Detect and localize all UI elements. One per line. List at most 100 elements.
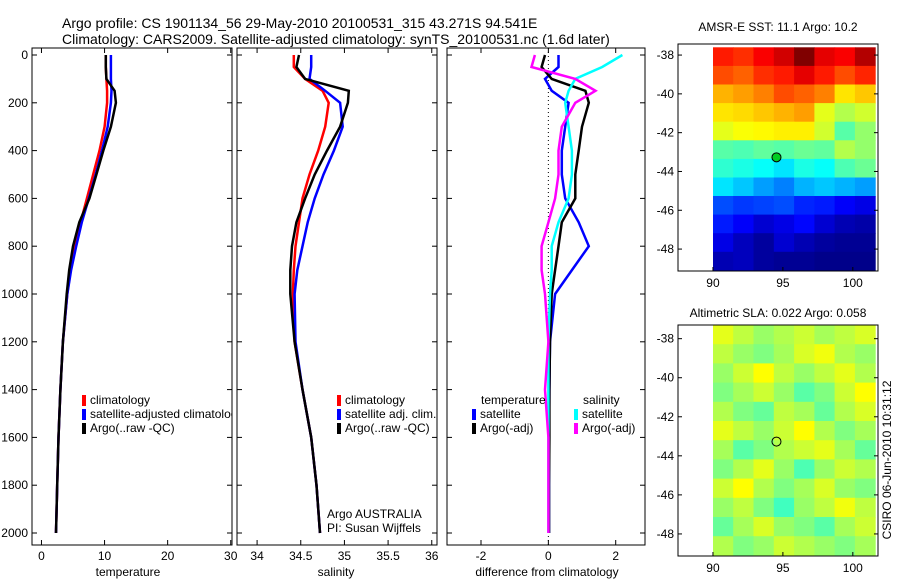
sla_map-cell bbox=[854, 401, 876, 422]
sla_map-cell bbox=[753, 344, 775, 364]
temperature-legend-label: climatology bbox=[90, 393, 150, 407]
sla_map-cell bbox=[773, 536, 795, 556]
sla_map-cell bbox=[814, 344, 836, 364]
sla_map-ytick-label: -42 bbox=[657, 410, 675, 424]
sst_map-cell bbox=[713, 140, 734, 160]
salinity-legend-label: Argo(..raw -QC) bbox=[345, 421, 430, 435]
sst_map-cell bbox=[773, 177, 795, 197]
sst_map-cell bbox=[733, 47, 754, 67]
difference-legend-label: Argo(-adj) bbox=[480, 421, 533, 435]
sst_map-cell bbox=[794, 233, 815, 253]
sla_map-cell bbox=[814, 517, 836, 537]
temperature-legend-label: satellite-adjusted climatology bbox=[90, 407, 243, 421]
sla_map-cell bbox=[753, 421, 775, 441]
sla_map-cell bbox=[794, 497, 815, 518]
sla_map-cell bbox=[834, 325, 856, 345]
temperature-xtick-label: 10 bbox=[98, 549, 112, 563]
difference-series-group: temperature salinitysatelliteArgo(-adj)sa… bbox=[472, 53, 635, 533]
sst_map-xtick-label: 100 bbox=[843, 276, 863, 290]
sla_map-cell bbox=[773, 440, 795, 460]
sla_map-cell bbox=[854, 421, 876, 441]
sst_map-cell bbox=[733, 251, 754, 271]
sla_map-cell bbox=[814, 440, 836, 460]
sst_map-cell bbox=[834, 47, 856, 67]
sst_map-cell bbox=[854, 65, 876, 85]
sst_map-cell bbox=[794, 47, 815, 67]
depth-tick-label: 800 bbox=[8, 239, 28, 253]
sla_map-cell bbox=[854, 478, 876, 499]
difference-xlabel: difference from climatology bbox=[475, 565, 618, 579]
annotation-line1: Argo AUSTRALIA bbox=[327, 507, 422, 521]
sst_map-cell bbox=[733, 121, 754, 141]
sst_map-cell bbox=[814, 214, 836, 234]
sst_map-cell bbox=[834, 158, 856, 178]
sst_map-cell bbox=[713, 158, 734, 178]
difference-legend-swatch bbox=[472, 423, 476, 434]
difference-legend-swatch bbox=[574, 423, 578, 434]
sla_map-xtick-label: 90 bbox=[706, 561, 720, 575]
sst_map-ytick-label: -48 bbox=[657, 242, 675, 256]
sst_map-cell bbox=[794, 121, 815, 141]
sst_map-cell bbox=[794, 103, 815, 123]
sst_map-cell bbox=[854, 158, 876, 178]
sst_map-cell bbox=[854, 140, 876, 160]
sla_map-cell bbox=[733, 497, 754, 518]
sst_map-cell bbox=[773, 103, 795, 123]
sla_map-cell bbox=[733, 382, 754, 403]
sst_map-cell bbox=[834, 177, 856, 197]
salinity-axes-box bbox=[236, 47, 438, 546]
sla_map-cell bbox=[733, 421, 754, 441]
sla_map-cell bbox=[834, 363, 856, 384]
sla_map-cell bbox=[753, 325, 775, 345]
sst_map-cell bbox=[854, 121, 876, 141]
argo-position-marker bbox=[771, 152, 782, 163]
sst_map-cell bbox=[834, 121, 856, 141]
sst_map-cell bbox=[753, 177, 775, 197]
sst_map-cell bbox=[773, 251, 795, 271]
sla_map-cell bbox=[794, 517, 815, 537]
sla_map-cell bbox=[834, 459, 856, 480]
sst_map-cell bbox=[854, 196, 876, 216]
sla_map-cell bbox=[854, 344, 876, 364]
depth-tick-label: 1000 bbox=[1, 287, 28, 301]
sst_map-cell bbox=[733, 65, 754, 85]
sla_map-cell bbox=[753, 382, 775, 403]
sla_map-cell bbox=[773, 325, 795, 345]
sst_map-cell bbox=[753, 65, 775, 85]
sla_map-cell bbox=[814, 325, 836, 345]
sla_map-cell bbox=[713, 363, 734, 384]
sst_map-cell bbox=[753, 84, 775, 104]
salinity-legend-swatch bbox=[337, 395, 341, 406]
difference-line-satellite bbox=[547, 53, 624, 533]
sla_map-cell bbox=[794, 440, 815, 460]
sla_map-cell bbox=[814, 382, 836, 403]
sla_map-cell bbox=[713, 401, 734, 422]
sla_map-cell bbox=[713, 344, 734, 364]
sla_map-cell bbox=[733, 363, 754, 384]
sst_map-cell bbox=[753, 103, 775, 123]
sst_map-cell bbox=[753, 121, 775, 141]
sla_map-ytick-label: -46 bbox=[657, 488, 675, 502]
sla_map-cell bbox=[713, 536, 734, 556]
sst_map-xtick-label: 95 bbox=[776, 276, 790, 290]
sst_map-cell bbox=[854, 103, 876, 123]
sst_map-cell bbox=[814, 65, 836, 85]
sla_map-cell bbox=[773, 517, 795, 537]
sst_map-cell bbox=[794, 65, 815, 85]
depth-tick-label: 1200 bbox=[1, 335, 28, 349]
sla_map-cell bbox=[733, 536, 754, 556]
sst_map-cell bbox=[753, 158, 775, 178]
difference-xtick-label: 2 bbox=[612, 549, 619, 563]
sla_map-cell bbox=[854, 497, 876, 518]
sla_map-cell bbox=[713, 325, 734, 345]
sla_map-cell bbox=[814, 536, 836, 556]
sst_map-cell bbox=[814, 103, 836, 123]
sla_map-xtick-label: 95 bbox=[776, 561, 790, 575]
sst_map-ytick-label: -44 bbox=[657, 164, 675, 178]
sla_map-cell bbox=[854, 382, 876, 403]
sst_map-cell bbox=[753, 214, 775, 234]
depth-tick-label: 600 bbox=[8, 191, 28, 205]
